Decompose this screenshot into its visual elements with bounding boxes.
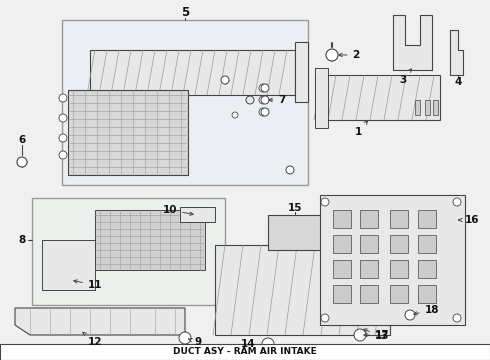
Text: 13: 13 <box>364 329 389 341</box>
Bar <box>390 210 408 228</box>
Text: 12: 12 <box>83 332 102 347</box>
Circle shape <box>17 157 27 167</box>
Polygon shape <box>393 15 432 70</box>
Text: 7: 7 <box>269 95 286 105</box>
Circle shape <box>321 198 329 206</box>
Circle shape <box>321 314 329 322</box>
Circle shape <box>259 84 267 92</box>
Bar <box>415 100 420 115</box>
Bar <box>0 344 490 360</box>
Bar <box>68 90 188 175</box>
Bar <box>390 260 408 278</box>
Circle shape <box>261 96 269 104</box>
Circle shape <box>259 96 267 104</box>
Text: 17: 17 <box>364 330 390 340</box>
Circle shape <box>232 112 238 118</box>
Bar <box>418 260 436 278</box>
Circle shape <box>262 338 274 350</box>
Text: 4: 4 <box>454 77 462 87</box>
Bar <box>390 285 408 303</box>
Circle shape <box>286 166 294 174</box>
Text: 5: 5 <box>181 5 189 18</box>
Circle shape <box>246 96 254 104</box>
Polygon shape <box>15 308 185 335</box>
Text: DUCT ASY - RAM AIR INTAKE: DUCT ASY - RAM AIR INTAKE <box>173 347 317 356</box>
Circle shape <box>405 310 415 320</box>
Bar <box>433 100 438 115</box>
Text: 11: 11 <box>74 280 102 290</box>
Bar <box>360 260 378 278</box>
Polygon shape <box>295 42 308 102</box>
Text: 1: 1 <box>354 121 368 137</box>
Bar <box>418 210 436 228</box>
Circle shape <box>453 314 461 322</box>
Bar <box>418 235 436 253</box>
Circle shape <box>59 134 67 142</box>
Text: 15: 15 <box>288 203 302 213</box>
Bar <box>333 210 351 228</box>
Bar <box>333 260 351 278</box>
Polygon shape <box>90 50 295 95</box>
Text: 8: 8 <box>19 235 25 245</box>
Text: 6: 6 <box>19 135 25 145</box>
Circle shape <box>59 151 67 159</box>
Polygon shape <box>315 75 440 120</box>
Text: 14: 14 <box>241 339 255 349</box>
Text: 3: 3 <box>399 69 411 85</box>
Bar <box>360 285 378 303</box>
Bar <box>418 285 436 303</box>
Circle shape <box>354 329 366 341</box>
Circle shape <box>59 114 67 122</box>
Text: 18: 18 <box>414 305 439 315</box>
Circle shape <box>261 84 269 92</box>
Bar <box>360 235 378 253</box>
Polygon shape <box>32 198 225 305</box>
Bar <box>268 215 323 250</box>
Polygon shape <box>215 245 390 335</box>
Circle shape <box>259 108 267 116</box>
Polygon shape <box>450 30 463 75</box>
Circle shape <box>453 198 461 206</box>
Text: 2: 2 <box>339 50 360 60</box>
Bar <box>425 100 430 115</box>
Bar <box>320 195 465 325</box>
Bar <box>333 285 351 303</box>
Circle shape <box>59 94 67 102</box>
Bar <box>390 235 408 253</box>
Polygon shape <box>180 207 215 222</box>
Polygon shape <box>315 68 328 128</box>
Polygon shape <box>62 20 308 185</box>
Circle shape <box>221 76 229 84</box>
Circle shape <box>179 332 191 344</box>
Circle shape <box>261 108 269 116</box>
Text: 10: 10 <box>163 205 193 215</box>
Text: 16: 16 <box>459 215 479 225</box>
Text: 9: 9 <box>189 337 201 347</box>
Polygon shape <box>42 240 95 290</box>
Bar <box>95 210 205 270</box>
Bar <box>333 235 351 253</box>
Bar <box>360 210 378 228</box>
Circle shape <box>326 49 338 61</box>
